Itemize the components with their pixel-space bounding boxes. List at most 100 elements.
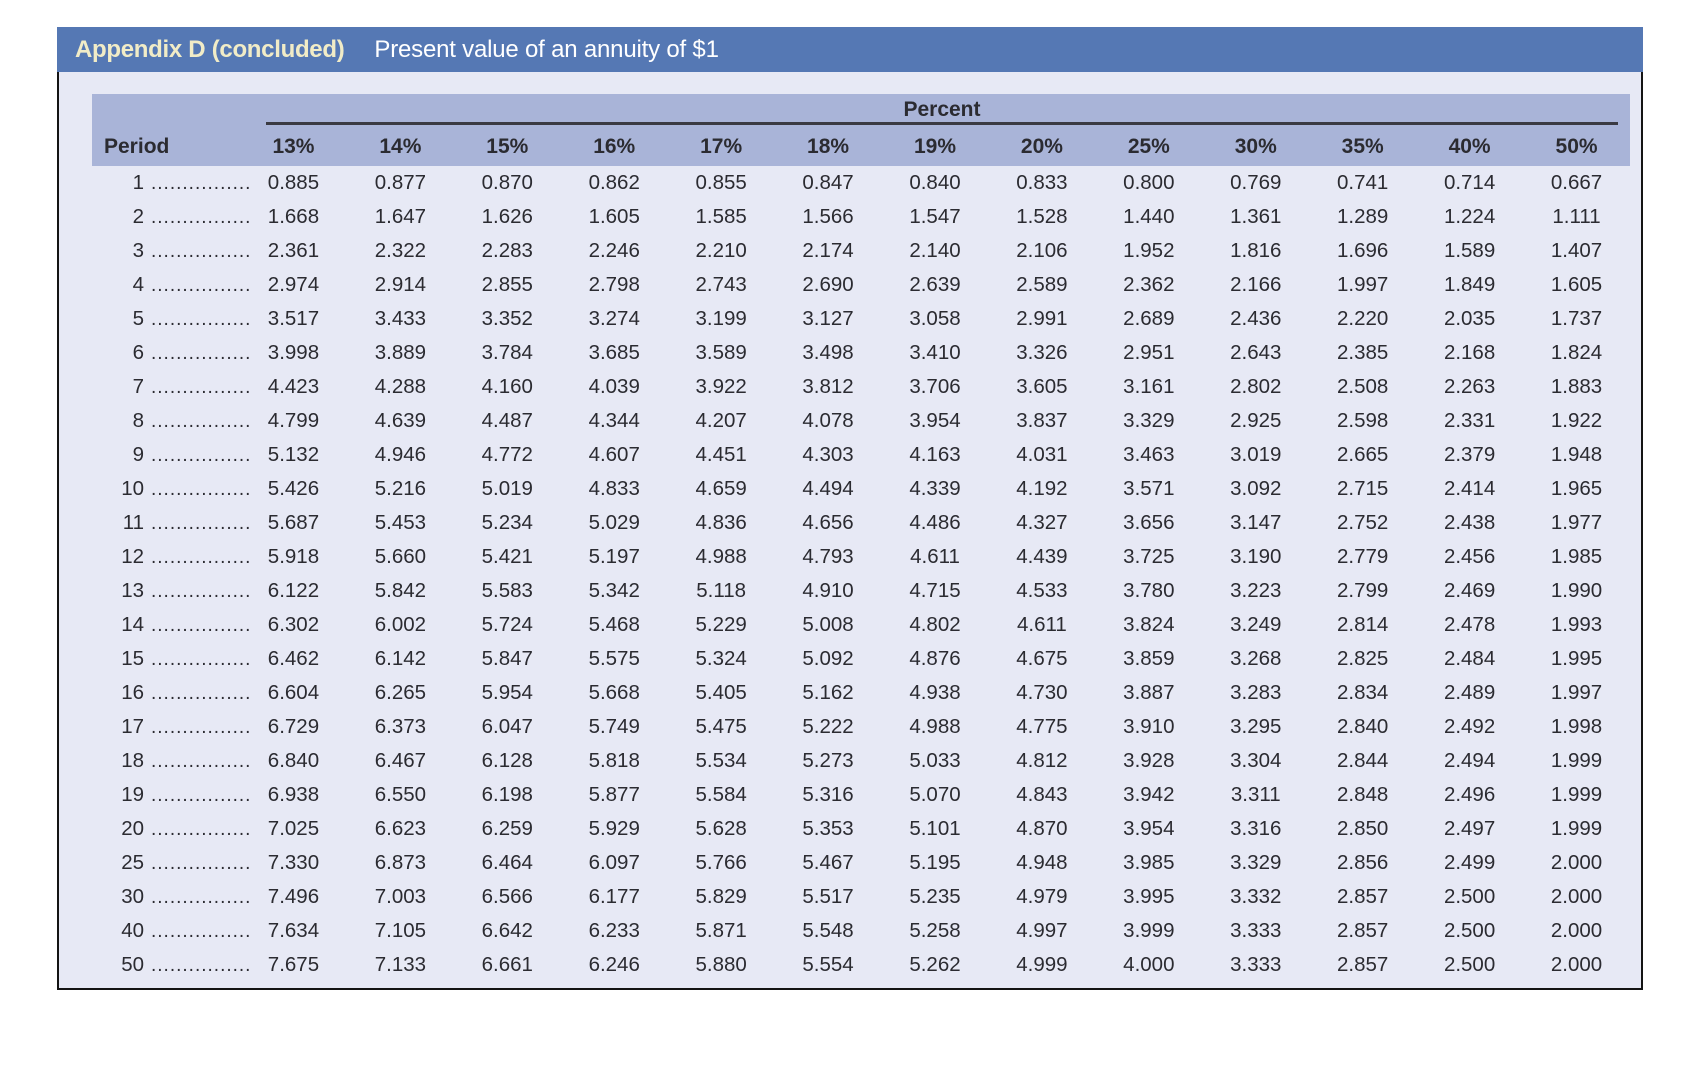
value-cell: 4.288 (374, 375, 427, 398)
value-cell: 2.639 (909, 273, 961, 296)
value-cell: 5.405 (695, 681, 747, 704)
period-number: 13 (121, 579, 144, 602)
value-cell: 2.000 (1550, 919, 1603, 942)
value-cell: 3.780 (1123, 579, 1175, 602)
value-cell: 2.689 (1123, 307, 1175, 330)
value-cell: 5.421 (481, 545, 533, 568)
value-cell: 4.988 (909, 715, 961, 738)
value-cell: 4.160 (481, 375, 533, 398)
leader-dots: ................ (151, 411, 252, 432)
leader-dots: ................ (151, 751, 252, 772)
value-cell: 2.814 (1337, 613, 1389, 636)
column-label-row: Period 13% 14% 15% 16% 17% 18% 19% 20% 25% 30% 35% 4… (92, 128, 1630, 166)
value-cell: 3.725 (1123, 545, 1175, 568)
value-cell: 3.304 (1230, 749, 1282, 772)
value-cell: 3.998 (267, 341, 320, 364)
leader-dots: ................ (151, 343, 252, 364)
value-cell: 0.840 (909, 171, 961, 194)
value-cell: 2.643 (1230, 341, 1282, 364)
table-row: 14................ 6.302 6.002 5.724 5.468 5.… (92, 608, 1630, 642)
value-cell: 4.656 (802, 511, 854, 534)
period-number: 5 (132, 307, 144, 330)
value-cell: 2.322 (374, 239, 427, 262)
rate-column-header: 30% (1202, 128, 1310, 166)
value-cell: 2.779 (1337, 545, 1389, 568)
value-cell: 1.998 (1550, 715, 1603, 738)
period-cell: 3................ (92, 234, 251, 268)
value-cell: 5.628 (695, 817, 747, 840)
table-row: 20................ 7.025 6.623 6.259 5.929 5.… (92, 812, 1630, 846)
value-cell: 3.329 (1123, 409, 1175, 432)
value-cell: 5.918 (267, 545, 320, 568)
period-number: 6 (132, 341, 144, 364)
value-cell: 1.647 (374, 205, 427, 228)
value-cell: 2.456 (1443, 545, 1496, 568)
value-cell: 5.929 (588, 817, 640, 840)
leader-dots: ................ (151, 785, 252, 806)
value-cell: 1.824 (1550, 341, 1603, 364)
leader-dots: ................ (151, 853, 252, 874)
value-cell: 2.497 (1443, 817, 1496, 840)
table-row: 18................ 6.840 6.467 6.128 5.818 5.… (92, 744, 1630, 778)
value-cell: 2.246 (588, 239, 640, 262)
value-cell: 1.224 (1443, 205, 1496, 228)
table-row: 6................ 3.998 3.889 3.784 3.685 3.5… (92, 336, 1630, 370)
value-cell: 2.000 (1550, 885, 1603, 908)
value-cell: 6.233 (588, 919, 640, 942)
value-cell: 4.611 (1017, 613, 1067, 636)
value-cell: 3.605 (1016, 375, 1068, 398)
value-cell: 1.993 (1550, 613, 1603, 636)
value-cell: 6.246 (588, 953, 640, 976)
value-cell: 2.438 (1443, 511, 1496, 534)
value-cell: 3.517 (267, 307, 320, 330)
value-cell: 2.000 (1550, 851, 1603, 874)
leader-dots: ................ (151, 309, 252, 330)
value-cell: 6.047 (481, 715, 533, 738)
value-cell: 2.361 (267, 239, 320, 262)
value-cell: 5.584 (695, 783, 747, 806)
value-cell: 3.333 (1230, 919, 1282, 942)
value-cell: 1.440 (1123, 205, 1175, 228)
value-cell: 7.105 (374, 919, 427, 942)
leader-dots: ................ (151, 683, 252, 704)
value-cell: 2.500 (1443, 885, 1496, 908)
value-cell: 1.965 (1550, 477, 1603, 500)
value-cell: 5.818 (588, 749, 640, 772)
value-cell: 5.724 (481, 613, 533, 636)
value-cell: 4.938 (909, 681, 961, 704)
percent-group-header: Percent (240, 94, 1630, 128)
value-cell: 0.885 (267, 171, 320, 194)
value-cell: 0.870 (481, 171, 533, 194)
value-cell: 4.870 (1016, 817, 1068, 840)
rate-column-header: 20% (988, 128, 1096, 166)
value-cell: 3.887 (1123, 681, 1175, 704)
period-cell: 8................ (92, 404, 251, 438)
value-cell: 3.922 (695, 375, 747, 398)
value-cell: 2.743 (695, 273, 747, 296)
leader-dots: ................ (151, 241, 252, 262)
table-row: 19................ 6.938 6.550 6.198 5.877 5.… (92, 778, 1630, 812)
period-cell: 4................ (92, 268, 251, 302)
value-cell: 5.453 (374, 511, 427, 534)
title-bar: Appendix D (concluded) Present value of … (57, 27, 1643, 72)
value-cell: 3.824 (1123, 613, 1175, 636)
value-cell: 4.451 (695, 443, 747, 466)
value-cell: 2.489 (1443, 681, 1496, 704)
value-cell: 6.623 (374, 817, 427, 840)
period-cell: 20................ (92, 812, 250, 846)
value-cell: 4.988 (695, 545, 747, 568)
value-cell: 5.880 (695, 953, 747, 976)
value-cell: 3.498 (802, 341, 854, 364)
value-cell: 7.025 (267, 817, 320, 840)
value-cell: 4.078 (802, 409, 854, 432)
period-number: 1 (132, 171, 144, 194)
value-cell: 0.855 (695, 171, 747, 194)
value-cell: 2.914 (374, 273, 427, 296)
period-cell: 12................ (92, 540, 250, 574)
period-cell: 13................ (92, 574, 250, 608)
value-cell: 2.174 (802, 239, 854, 262)
period-cell: 50................ (92, 948, 250, 982)
value-cell: 3.837 (1016, 409, 1068, 432)
period-cell: 1................ (92, 166, 251, 200)
rate-column-header: 18% (774, 128, 882, 166)
